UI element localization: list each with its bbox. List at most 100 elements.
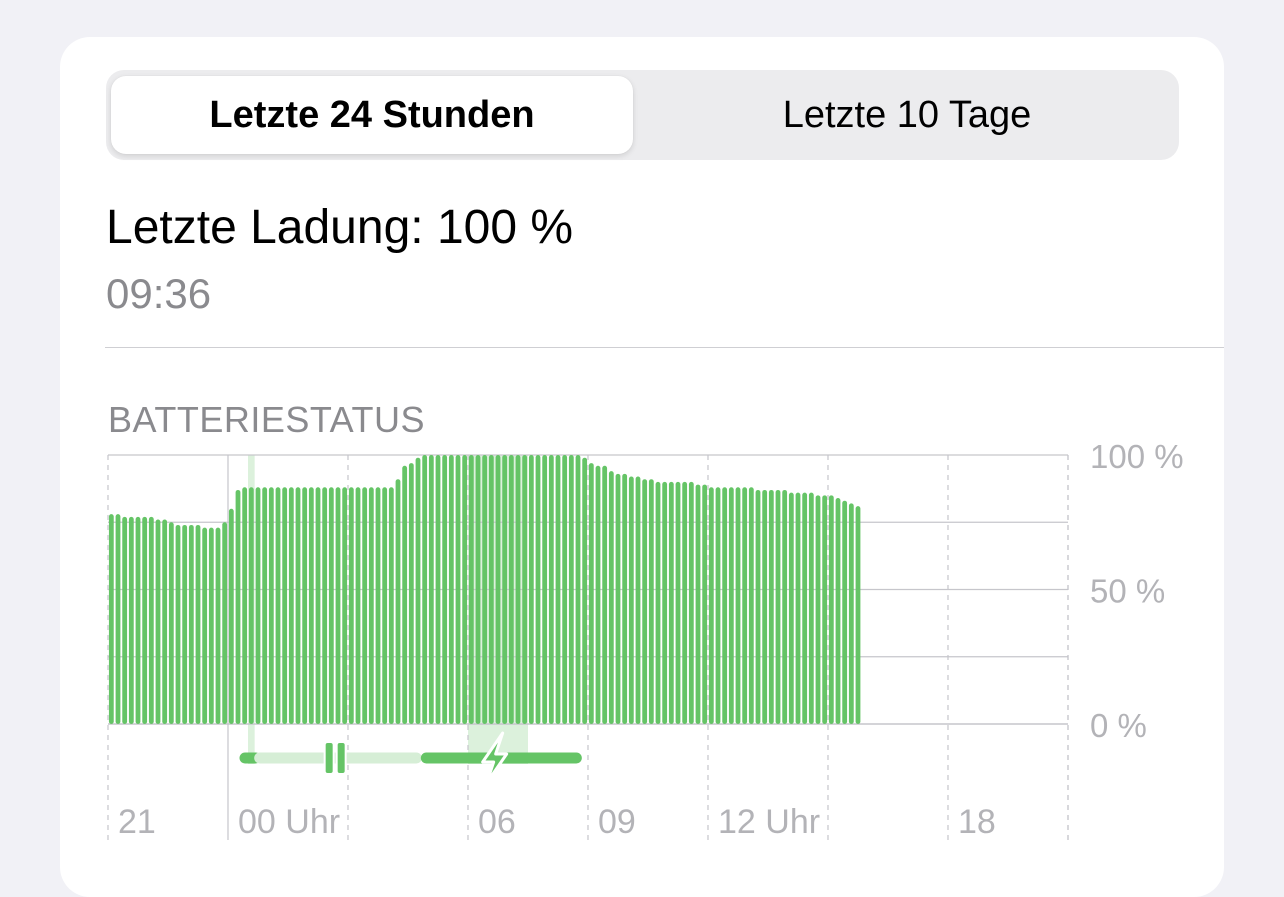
battery-bar: [588, 463, 594, 724]
battery-bar: [235, 489, 241, 724]
battery-bar: [828, 495, 834, 724]
battery-bar: [528, 455, 534, 724]
battery-bar: [168, 522, 174, 724]
battery-bar: [728, 487, 734, 724]
battery-bar: [715, 487, 721, 724]
y-tick-label: 100 %: [1090, 438, 1184, 475]
battery-bar: [635, 476, 641, 724]
battery-bar: [188, 524, 194, 724]
battery-bar: [575, 455, 581, 724]
battery-bar: [342, 487, 348, 724]
battery-bar: [308, 487, 314, 724]
battery-bar: [648, 479, 654, 724]
battery-bar: [242, 487, 248, 724]
battery-bar: [122, 516, 128, 724]
battery-bar: [675, 481, 681, 724]
battery-bar: [115, 514, 121, 724]
battery-status-label: BATTERIESTATUS: [108, 399, 426, 440]
battery-bar: [562, 455, 568, 724]
battery-bar: [268, 487, 274, 724]
battery-bar: [508, 455, 514, 724]
battery-bar: [742, 487, 748, 724]
battery-bar: [755, 489, 761, 724]
battery-bar: [622, 473, 628, 724]
battery-bar: [175, 524, 181, 724]
battery-bar: [135, 516, 141, 724]
battery-bar: [388, 487, 394, 724]
battery-bar: [502, 455, 508, 724]
battery-bar: [402, 465, 408, 724]
battery-bar: [448, 455, 454, 724]
battery-bar: [482, 455, 488, 724]
battery-bar: [495, 455, 501, 724]
battery-bar: [315, 487, 321, 724]
lightning-bolt-icon: [481, 731, 509, 785]
battery-bar: [702, 484, 708, 724]
battery-bar: [368, 487, 374, 724]
battery-level-chart: 100 % 50 % 0 % 21 00 Uhr 06 09 12 Uhr 18: [107, 438, 1184, 841]
y-tick-label: 50 %: [1090, 573, 1165, 610]
tab-last-10-days[interactable]: Letzte 10 Tage: [782, 93, 1032, 136]
battery-bar: [835, 498, 841, 724]
battery-bar: [762, 489, 768, 724]
battery-bar: [795, 492, 801, 724]
battery-bar: [262, 487, 268, 724]
battery-bar: [328, 487, 334, 724]
battery-bar: [295, 487, 301, 724]
battery-bar: [848, 503, 854, 724]
battery-bar: [535, 455, 541, 724]
battery-bar: [142, 516, 148, 724]
battery-bar: [215, 527, 221, 724]
battery-bar: [555, 455, 561, 724]
battery-bar: [248, 487, 254, 724]
battery-bar: [255, 487, 261, 724]
battery-bar: [415, 457, 421, 724]
battery-bar: [148, 516, 154, 724]
last-charge-time: 09:36: [106, 270, 212, 317]
section-divider: [105, 347, 1224, 348]
pause-icon: [323, 741, 347, 775]
last-charge-title: Letzte Ladung: 100 %: [106, 201, 574, 254]
battery-bar: [722, 487, 728, 724]
battery-bar: [748, 487, 754, 724]
battery-bar: [642, 479, 648, 724]
battery-bar: [428, 455, 434, 724]
battery-bar: [302, 487, 308, 724]
battery-bar: [662, 481, 668, 724]
battery-bar: [455, 455, 461, 724]
battery-bar: [128, 516, 134, 724]
battery-bar: [155, 519, 161, 724]
y-tick-label: 0 %: [1090, 707, 1147, 744]
tab-last-24-hours[interactable]: Letzte 24 Stunden: [111, 76, 633, 154]
battery-bar: [435, 455, 441, 724]
battery-bar: [108, 514, 114, 724]
x-tick-label: 21: [118, 803, 156, 841]
battery-bar: [542, 455, 548, 724]
battery-bar: [468, 455, 474, 724]
battery-bar: [282, 487, 288, 724]
x-tick-label: 09: [598, 803, 636, 841]
battery-bar: [615, 473, 621, 724]
battery-bar: [222, 522, 228, 724]
battery-bar: [802, 492, 808, 724]
battery-bar: [808, 492, 814, 724]
battery-bar: [602, 465, 608, 724]
battery-bar: [568, 455, 574, 724]
battery-bar: [442, 455, 448, 724]
battery-bar: [688, 481, 694, 724]
battery-bar: [195, 524, 201, 724]
battery-bar: [768, 489, 774, 724]
battery-bar: [162, 519, 168, 724]
battery-bar: [355, 487, 361, 724]
battery-bar: [288, 487, 294, 724]
battery-bar: [202, 527, 208, 724]
battery-bar: [708, 487, 714, 724]
battery-bar: [788, 492, 794, 724]
battery-bar: [208, 527, 214, 724]
battery-bar: [815, 495, 821, 724]
battery-bar: [628, 476, 634, 724]
x-tick-label: 12 Uhr: [718, 803, 820, 841]
battery-bar: [682, 481, 688, 724]
battery-bar: [275, 487, 281, 724]
battery-bar: [522, 455, 528, 724]
